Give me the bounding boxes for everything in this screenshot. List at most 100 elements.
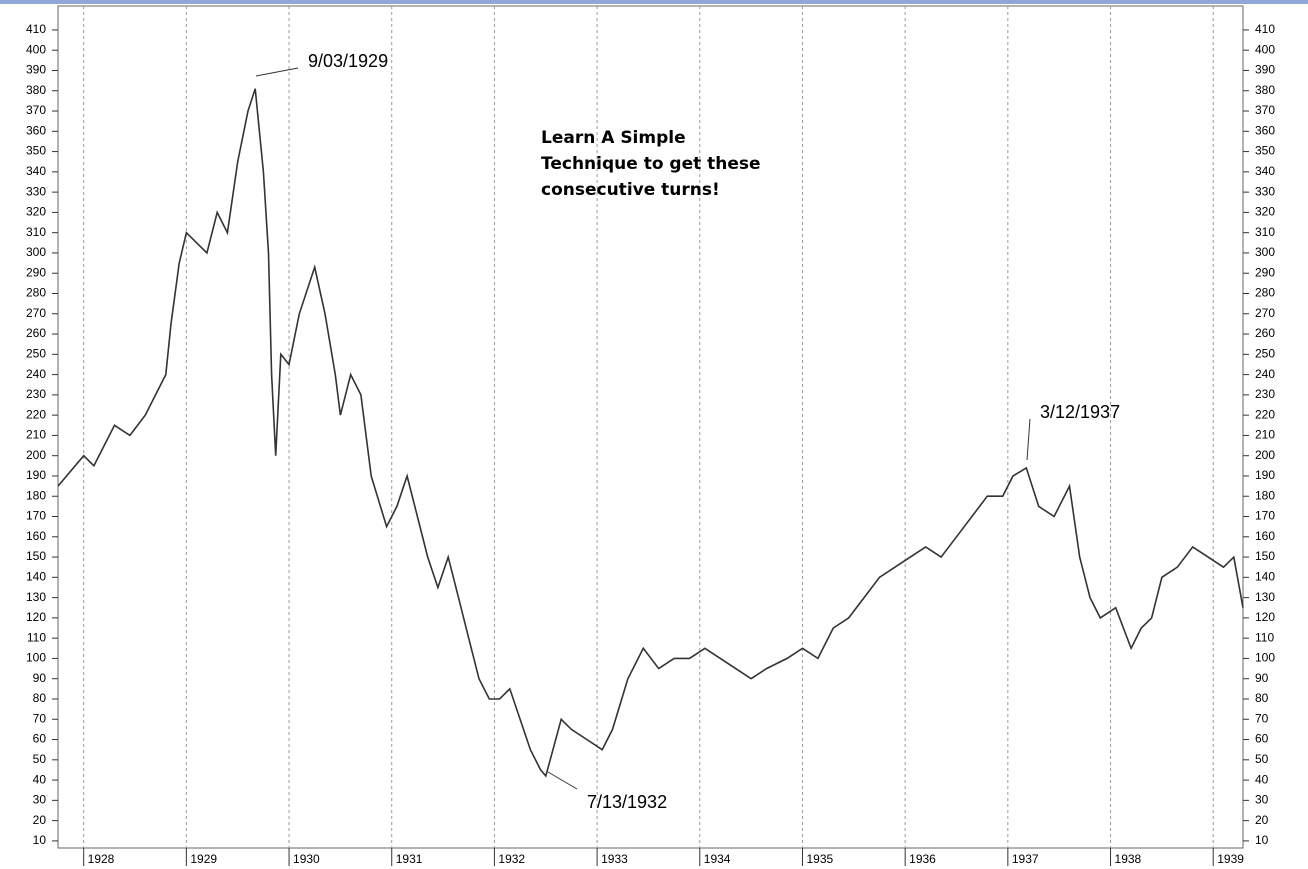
y2-tick-label: 60 [1255,732,1269,746]
y2-tick-label: 90 [1255,671,1269,685]
y-tick-label: 70 [33,711,47,725]
y2-tick-label: 330 [1255,184,1275,198]
note-line: consecutive turns! [541,180,720,200]
y2-tick-label: 210 [1255,428,1275,442]
y2-tick-label: 410 [1255,22,1275,36]
y-tick-label: 390 [26,63,46,77]
x-tick-label: 1931 [396,852,423,866]
y-tick-label: 180 [26,488,46,502]
y2-tick-label: 350 [1255,144,1275,158]
y2-tick-label: 300 [1255,245,1275,259]
y-tick-label: 370 [26,103,46,117]
y2-tick-label: 250 [1255,346,1275,360]
x-tick-label: 1933 [601,852,628,866]
y-tick-label: 230 [26,387,46,401]
y-tick-label: 80 [33,691,47,705]
y2-tick-label: 70 [1255,711,1269,725]
y2-tick-label: 380 [1255,83,1275,97]
y-tick-label: 260 [26,326,46,340]
y2-tick-label: 120 [1255,610,1275,624]
y2-tick-label: 290 [1255,265,1275,279]
y-tick-label: 30 [33,793,47,807]
y-tick-label: 60 [33,732,47,746]
y-tick-label: 380 [26,83,46,97]
y-tick-label: 190 [26,468,46,482]
y-tick-label: 130 [26,590,46,604]
y-tick-label: 340 [26,164,46,178]
y-tick-label: 360 [26,123,46,137]
y2-tick-label: 220 [1255,407,1275,421]
y2-tick-label: 320 [1255,205,1275,219]
y-tick-label: 150 [26,549,46,563]
annotation: 3/12/1937 [1040,402,1120,422]
y-tick-label: 310 [26,225,46,239]
y2-tick-label: 40 [1255,772,1269,786]
x-tick-label: 1935 [806,852,833,866]
y-tick-label: 40 [33,772,47,786]
y-tick-label: 110 [27,630,46,644]
y-tick-label: 240 [26,367,46,381]
x-tick-label: 1930 [293,852,320,866]
x-tick-label: 1928 [88,852,115,866]
y2-tick-label: 310 [1255,225,1275,239]
y-tick-label: 50 [33,752,47,766]
y2-tick-label: 140 [1255,570,1275,584]
x-tick-label: 1939 [1217,852,1244,866]
y-tick-label: 320 [26,205,46,219]
annotation-leader [1026,418,1031,461]
y-tick-label: 160 [26,529,46,543]
y-tick-label: 10 [33,833,47,847]
y-tick-label: 290 [26,265,46,279]
y2-tick-label: 20 [1255,813,1269,827]
y2-tick-label: 180 [1255,488,1275,502]
y2-tick-label: 390 [1255,63,1275,77]
y2-tick-label: 150 [1255,549,1275,563]
y-tick-label: 100 [26,651,46,665]
y2-tick-label: 10 [1255,833,1269,847]
y-tick-label: 220 [26,407,46,421]
y-tick-label: 350 [26,144,46,158]
y-tick-label: 200 [26,448,46,462]
y-tick-label: 140 [26,570,46,584]
y2-tick-label: 280 [1255,286,1275,300]
note-line: Technique to get these [541,154,761,174]
y-tick-label: 120 [26,610,46,624]
y2-tick-label: 110 [1255,630,1274,644]
y2-tick-label: 260 [1255,326,1275,340]
y-tick-label: 280 [26,286,46,300]
x-tick-label: 1929 [190,852,217,866]
y2-tick-label: 370 [1255,103,1275,117]
y-tick-label: 90 [33,671,47,685]
y2-tick-label: 100 [1255,651,1275,665]
annotation: 7/13/1932 [587,792,667,812]
y-tick-label: 330 [26,184,46,198]
y-tick-label: 170 [26,509,46,523]
annotation-leader [255,67,299,77]
annotation-leader [547,771,578,790]
y-tick-label: 210 [26,428,46,442]
x-tick-label: 1937 [1012,852,1039,866]
y-tick-label: 410 [26,22,46,36]
y2-tick-label: 240 [1255,367,1275,381]
y2-tick-label: 230 [1255,387,1275,401]
y2-tick-label: 360 [1255,123,1275,137]
y2-tick-label: 160 [1255,529,1275,543]
note-line: Learn A Simple [541,128,686,148]
x-tick-label: 1936 [909,852,936,866]
y-tick-label: 270 [26,306,46,320]
x-tick-label: 1934 [704,852,731,866]
y2-tick-label: 30 [1255,793,1269,807]
price-line [57,88,1244,778]
y2-tick-label: 400 [1255,42,1275,56]
top-border [0,0,1308,4]
y-tick-label: 250 [26,346,46,360]
x-tick-label: 1932 [498,852,525,866]
y-tick-label: 400 [26,42,46,56]
y2-tick-label: 170 [1255,509,1275,523]
y2-tick-label: 190 [1255,468,1275,482]
y2-tick-label: 270 [1255,306,1275,320]
x-tick-label: 1938 [1115,852,1142,866]
y2-tick-label: 340 [1255,164,1275,178]
